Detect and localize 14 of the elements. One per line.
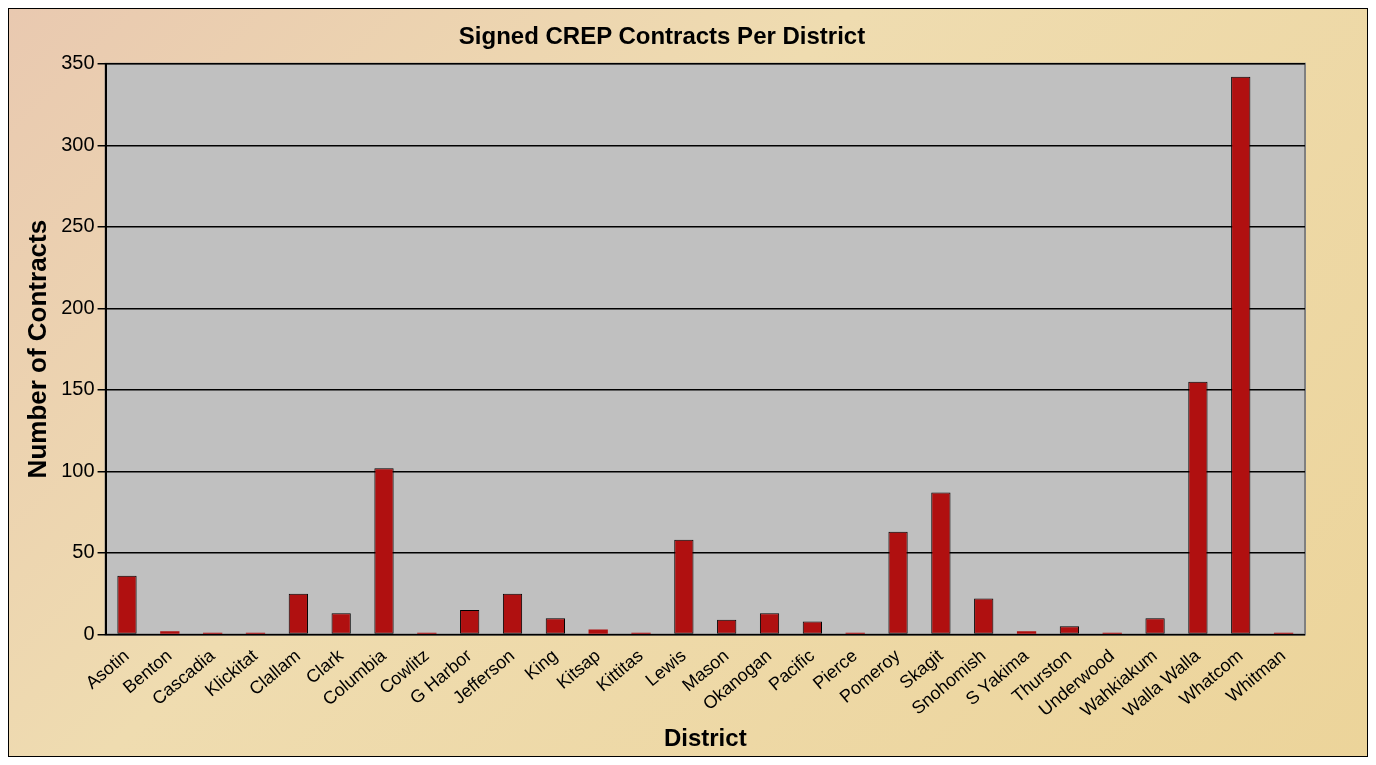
y-tick-label: 0	[83, 621, 95, 644]
y-tick-label: 250	[61, 214, 95, 237]
y-axis-title: Number of Contracts	[21, 219, 52, 479]
y-tick-label: 200	[61, 295, 95, 318]
bar	[1016, 631, 1037, 634]
y-tick-label: 100	[61, 458, 95, 481]
y-tick-label: 350	[61, 51, 95, 74]
y-tick-label: 50	[72, 540, 95, 563]
chart-title: Signed CREP Contracts Per District	[458, 22, 866, 50]
x-axis-title: District	[663, 724, 747, 752]
bar	[588, 629, 608, 634]
bar	[160, 631, 180, 634]
y-tick-label: 300	[61, 132, 95, 155]
y-tick-label: 150	[61, 377, 95, 400]
